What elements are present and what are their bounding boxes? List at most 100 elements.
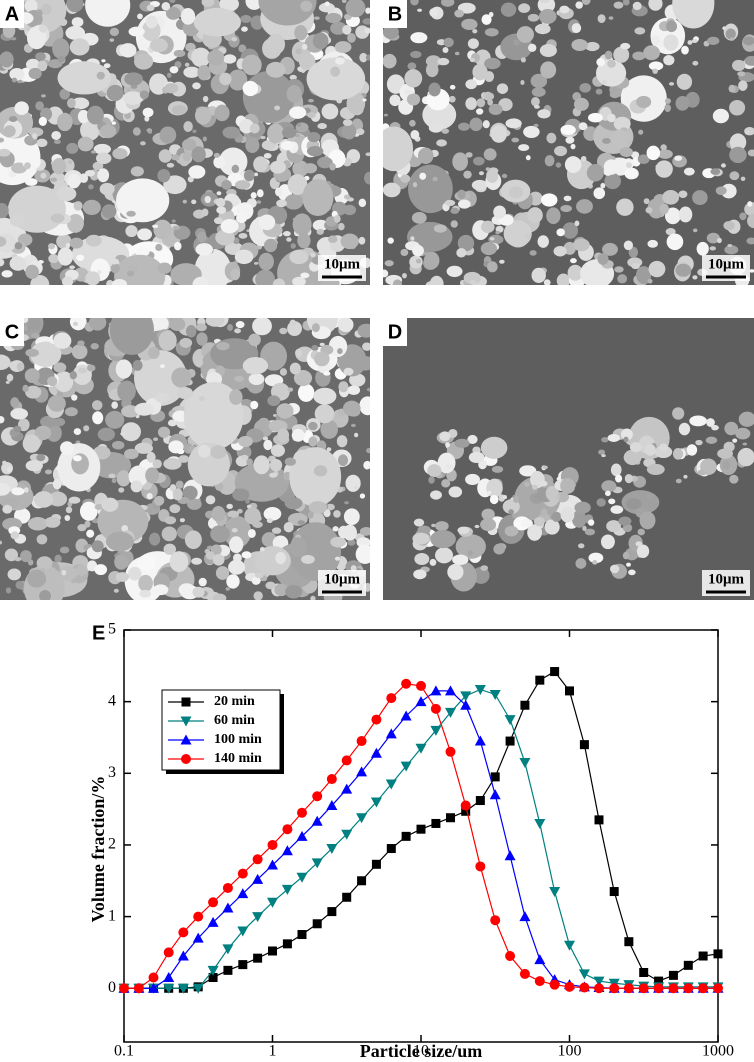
particle — [195, 358, 204, 367]
particle — [623, 436, 629, 443]
particle — [596, 498, 606, 507]
particle — [240, 454, 249, 460]
particle — [241, 551, 252, 559]
particle — [480, 518, 497, 532]
particle — [354, 432, 359, 438]
particle — [130, 166, 144, 177]
particle — [212, 593, 227, 600]
particle — [617, 274, 628, 284]
particle — [560, 506, 575, 523]
particle — [635, 541, 643, 547]
particle — [84, 170, 96, 177]
particle — [283, 521, 294, 533]
particle — [241, 26, 248, 32]
particle — [724, 245, 739, 255]
marker — [119, 983, 129, 994]
particle — [588, 519, 595, 526]
particle — [648, 260, 666, 278]
particle — [9, 67, 25, 81]
particle — [10, 408, 29, 420]
particle — [608, 498, 616, 505]
marker — [534, 954, 546, 965]
particle — [77, 524, 87, 532]
particle — [601, 454, 606, 458]
particle — [103, 63, 111, 69]
particle — [613, 1, 624, 9]
marker — [148, 972, 159, 983]
particle — [77, 109, 90, 124]
particle — [1, 270, 13, 278]
particle — [537, 235, 549, 248]
particle — [22, 384, 29, 393]
particle — [8, 115, 18, 123]
particle — [246, 504, 252, 509]
particle — [578, 543, 585, 549]
particle — [530, 73, 548, 89]
marker — [401, 678, 412, 689]
particle — [624, 167, 639, 180]
particle — [132, 127, 141, 136]
particle — [648, 61, 664, 71]
particle — [483, 148, 497, 161]
particle — [149, 532, 161, 546]
particle — [410, 130, 420, 140]
particle — [84, 520, 91, 528]
label-bg — [0, 318, 24, 346]
particle — [169, 0, 176, 4]
particle — [47, 376, 58, 387]
particle — [145, 467, 160, 484]
y-tick-label: 2 — [108, 836, 116, 853]
marker — [430, 725, 442, 736]
particle — [132, 359, 143, 371]
particle — [428, 82, 441, 97]
particle — [192, 129, 197, 134]
marker — [490, 915, 501, 926]
particle — [647, 239, 658, 248]
particle — [237, 508, 243, 514]
particle — [350, 423, 356, 428]
marker — [505, 951, 516, 962]
particle — [250, 400, 259, 410]
particle — [437, 57, 450, 66]
particle — [747, 201, 753, 207]
particle — [587, 112, 603, 123]
particle — [267, 123, 285, 144]
particle — [292, 160, 309, 177]
sem-texture — [383, 318, 754, 600]
particle — [234, 328, 241, 334]
particle — [597, 14, 606, 24]
x-tick-label: 0.1 — [114, 1043, 134, 1060]
particle — [602, 242, 618, 256]
particle — [323, 509, 331, 518]
particle — [207, 49, 225, 66]
particle — [490, 125, 507, 143]
particle — [544, 155, 555, 167]
particle — [313, 465, 328, 477]
particle — [529, 250, 537, 256]
particle — [75, 565, 88, 576]
particle — [97, 427, 116, 442]
particle — [564, 156, 582, 174]
particle — [187, 498, 202, 510]
particle — [678, 206, 693, 223]
particle — [613, 116, 631, 131]
particle — [173, 241, 182, 251]
x-tick-label: 1 — [269, 1043, 277, 1060]
particle — [121, 525, 129, 532]
particle — [101, 204, 117, 219]
marker — [400, 710, 412, 721]
particle — [412, 244, 424, 257]
particle — [202, 136, 207, 142]
particle — [29, 318, 42, 331]
particle — [130, 480, 143, 493]
particle — [179, 337, 193, 348]
particle — [362, 18, 370, 25]
particle — [457, 199, 471, 209]
particle — [384, 260, 394, 267]
particle — [608, 16, 614, 20]
particle — [417, 147, 434, 165]
marker — [341, 829, 353, 840]
particle — [570, 143, 576, 150]
x-tick-label: 100 — [558, 1043, 582, 1060]
particle — [175, 480, 184, 489]
